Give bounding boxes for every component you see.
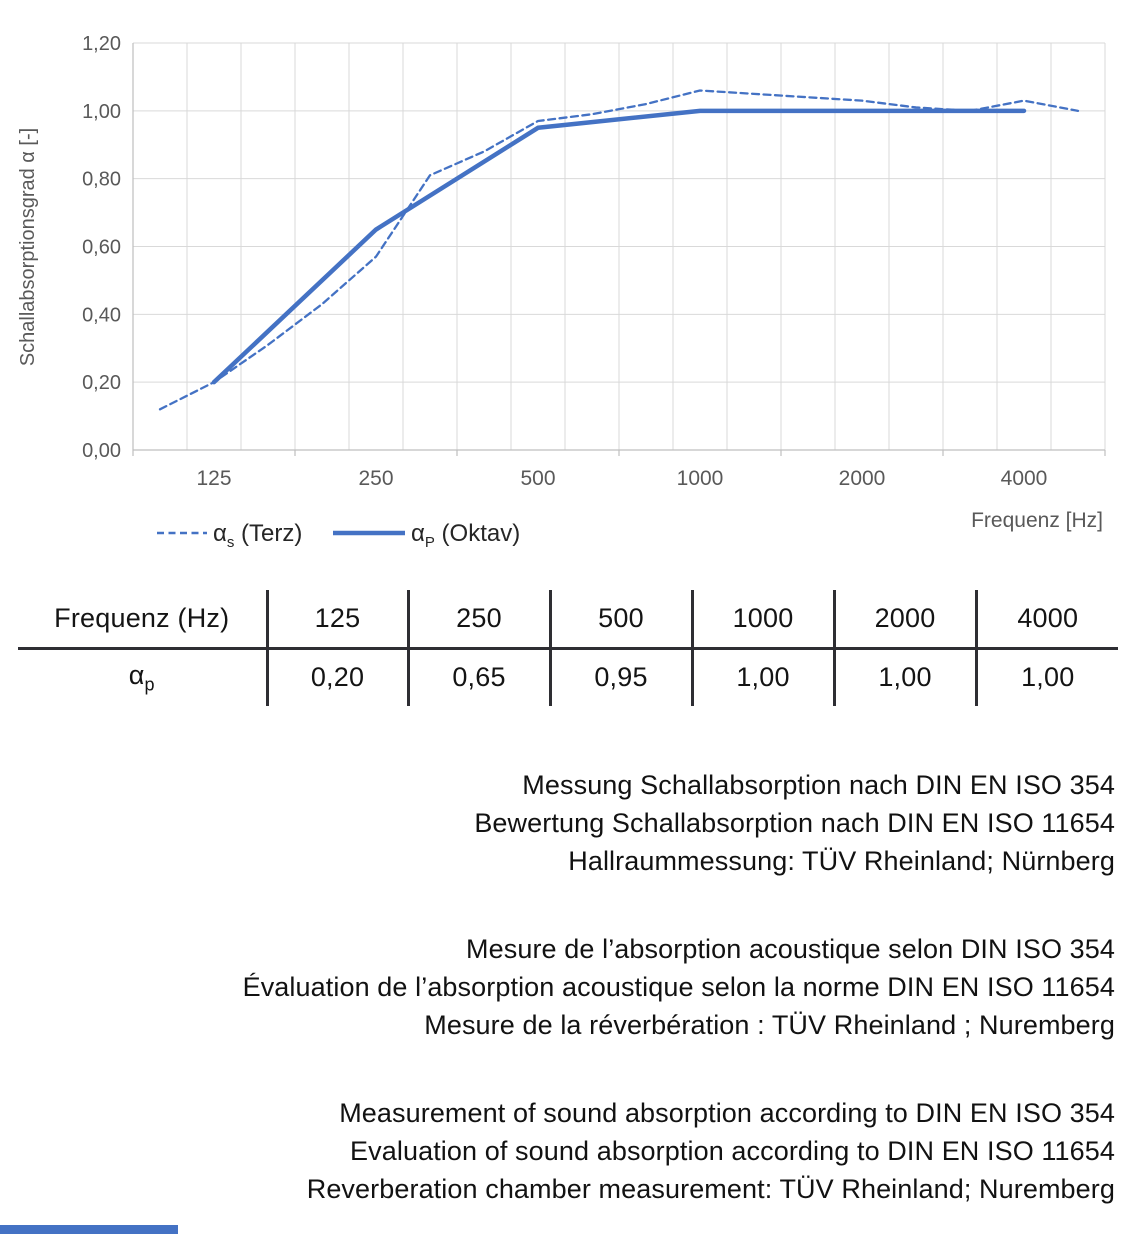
table-value-125: 0,20 bbox=[265, 648, 408, 706]
absorption-chart-region: 0,00 0,20 0,40 0,60 0,80 1,00 1,20 125 250 500 100… bbox=[0, 0, 1135, 560]
note-line: Evaluation of sound absorption according… bbox=[350, 1136, 1115, 1166]
note-block-english: Measurement of sound absorption accordin… bbox=[0, 1094, 1115, 1208]
y-tick-label: 0,60 bbox=[82, 237, 121, 259]
note-line: Mesure de la réverbération : TÜV Rheinla… bbox=[424, 1010, 1115, 1040]
table-header-125: 125 bbox=[265, 590, 408, 650]
x-tick-label: 4000 bbox=[1001, 467, 1048, 490]
x-tick-label: 1000 bbox=[677, 467, 724, 490]
series-alpha-p-line bbox=[211, 108, 1027, 385]
absorption-chart: 0,00 0,20 0,40 0,60 0,80 1,00 1,20 125 250 500 100… bbox=[17, 33, 1106, 551]
table-header-row: Frequenz (Hz) 125 250 500 1000 2000 4000 bbox=[18, 590, 1118, 650]
y-tick-label: 0,00 bbox=[82, 440, 121, 462]
y-tick-label: 1,20 bbox=[82, 33, 121, 55]
y-tick-label: 0,20 bbox=[82, 372, 121, 394]
series-alpha-s-line bbox=[158, 89, 1080, 411]
note-block-french: Mesure de l’absorption acoustique selon … bbox=[0, 930, 1115, 1044]
table-header-250: 250 bbox=[406, 590, 550, 650]
legend-label: αP (Oktav) bbox=[411, 520, 520, 551]
y-tick-label: 0,80 bbox=[82, 169, 121, 191]
footer-accent-bar bbox=[0, 1225, 178, 1234]
table-value-500: 0,95 bbox=[548, 648, 692, 706]
table-header-2000: 2000 bbox=[832, 590, 976, 650]
x-tick-label: 125 bbox=[196, 467, 231, 490]
table-header-1000: 1000 bbox=[690, 590, 834, 650]
absorption-table: Frequenz (Hz) 125 250 500 1000 2000 4000… bbox=[18, 590, 1118, 706]
table-value-2000: 1,00 bbox=[832, 648, 976, 706]
note-line: Messung Schallabsorption nach DIN EN ISO… bbox=[522, 770, 1115, 800]
note-block-german: Messung Schallabsorption nach DIN EN ISO… bbox=[0, 766, 1115, 880]
legend-label: αs (Terz) bbox=[213, 520, 302, 551]
y-tick-label: 0,40 bbox=[82, 304, 121, 326]
y-tick-label: 1,00 bbox=[82, 101, 121, 123]
table-row-label: αp bbox=[128, 660, 155, 695]
table-value-row: αp 0,20 0,65 0,95 1,00 1,00 1,00 bbox=[18, 648, 1118, 706]
measurement-notes: Messung Schallabsorption nach DIN EN ISO… bbox=[0, 766, 1115, 1208]
table-header-4000: 4000 bbox=[974, 590, 1118, 650]
note-line: Measurement of sound absorption accordin… bbox=[339, 1098, 1115, 1128]
note-line: Bewertung Schallabsorption nach DIN EN I… bbox=[474, 808, 1115, 838]
x-axis-title: Frequenz [Hz] bbox=[971, 509, 1103, 532]
note-line: Hallraummessung: TÜV Rheinland; Nürnberg bbox=[568, 846, 1115, 876]
alpha-p-subscript: p bbox=[144, 674, 155, 695]
table-header-frequency: Frequenz (Hz) bbox=[18, 590, 267, 650]
table-value-4000: 1,00 bbox=[974, 648, 1118, 706]
x-tick-label: 500 bbox=[520, 467, 555, 490]
y-axis-title: Schallabsorptionsgrad α [-] bbox=[17, 128, 39, 366]
note-line: Reverberation chamber measurement: TÜV R… bbox=[306, 1174, 1115, 1204]
note-line: Mesure de l’absorption acoustique selon … bbox=[466, 934, 1115, 964]
note-line: Évaluation de l’absorption acoustique se… bbox=[242, 972, 1115, 1002]
table-value-1000: 1,00 bbox=[690, 648, 834, 706]
table-header-500: 500 bbox=[548, 590, 692, 650]
table-value-250: 0,65 bbox=[406, 648, 550, 706]
x-tick-label: 250 bbox=[358, 467, 393, 490]
x-tick-label: 2000 bbox=[839, 467, 886, 490]
